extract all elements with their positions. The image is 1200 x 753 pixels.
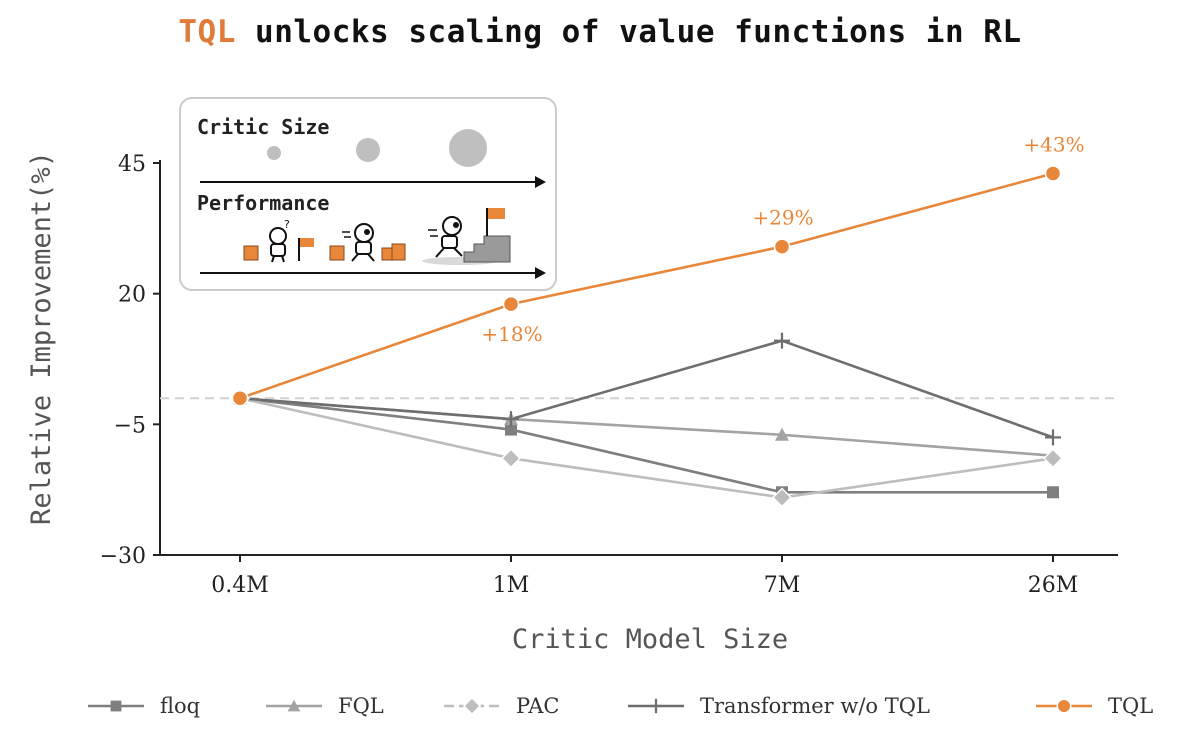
data-point-tql <box>231 389 249 407</box>
data-point-tql <box>502 295 520 313</box>
series-line-pac <box>239 396 1054 499</box>
legend-marker-fql <box>287 699 301 712</box>
size-small-icon <box>267 146 281 160</box>
legend: floq FQL PAC Transformer w/o TQL TQL <box>88 694 1153 718</box>
legend-label-floq: floq <box>160 694 200 718</box>
legend-label-tql: TQL <box>1108 694 1153 718</box>
data-label: +29% <box>752 206 813 230</box>
y-tick-label: 20 <box>118 283 146 308</box>
data-point-tql <box>773 238 791 255</box>
legend-label-fql: FQL <box>338 694 384 718</box>
stage-3-icon <box>422 208 511 265</box>
legend-marker-tql <box>1056 698 1072 714</box>
y-axis-title: Relative Improvement(%) <box>26 151 57 525</box>
series-line-tql <box>239 172 1054 400</box>
data-point-transformer-w-o-tql <box>774 332 790 349</box>
inset-critic-size-label: Critic Size <box>197 115 329 139</box>
data-point-tql <box>1044 165 1062 182</box>
size-arrow-head-icon <box>535 176 546 188</box>
series-line-transformer-w-o-tql <box>239 339 1054 439</box>
data-point-floq <box>1047 486 1059 499</box>
x-tick-label: 1M <box>493 573 530 598</box>
y-tick-label: −30 <box>100 544 146 569</box>
legend-marker-transformer-w-o-tql <box>648 698 664 714</box>
x-tick-label: 26M <box>1028 573 1079 598</box>
legend-label-transformer-w-o-tql: Transformer w/o TQL <box>700 694 930 718</box>
legend-label-pac: PAC <box>516 694 559 718</box>
stage-2-icon <box>329 223 406 262</box>
inset-performance-label: Performance <box>197 191 329 215</box>
x-tick-label: 0.4M <box>211 573 269 598</box>
x-axis-title: Critic Model Size <box>512 624 788 655</box>
title-rest: unlocks scaling of value functions in RL <box>235 14 1022 50</box>
data-point-pac <box>1042 448 1064 469</box>
x-tick-label: 7M <box>764 573 801 598</box>
data-point-pac <box>500 448 522 469</box>
data-point-transformer-w-o-tql <box>503 411 519 428</box>
data-point-fql <box>775 427 789 441</box>
data-label: +43% <box>1023 132 1084 156</box>
legend-marker-pac <box>462 696 482 716</box>
size-large-icon <box>449 129 487 167</box>
chart-title: TQL unlocks scaling of value functions i… <box>0 14 1200 50</box>
data-point-transformer-w-o-tql <box>1045 429 1061 446</box>
size-medium-icon <box>356 138 380 162</box>
data-point-pac <box>771 487 793 508</box>
data-point-floq <box>505 423 517 436</box>
y-tick-label: −5 <box>114 413 146 438</box>
performance-arrow-head-icon <box>535 267 546 279</box>
data-label: +18% <box>481 322 542 346</box>
stage-1-icon: ? <box>243 218 314 263</box>
inset-panel: Critic Size Performance ? <box>179 97 557 291</box>
title-accent: TQL <box>178 14 236 50</box>
legend-marker-floq <box>110 700 122 712</box>
series-line-floq <box>239 396 1053 494</box>
y-tick-label: 45 <box>118 152 146 177</box>
svg-text:?: ? <box>284 218 290 231</box>
